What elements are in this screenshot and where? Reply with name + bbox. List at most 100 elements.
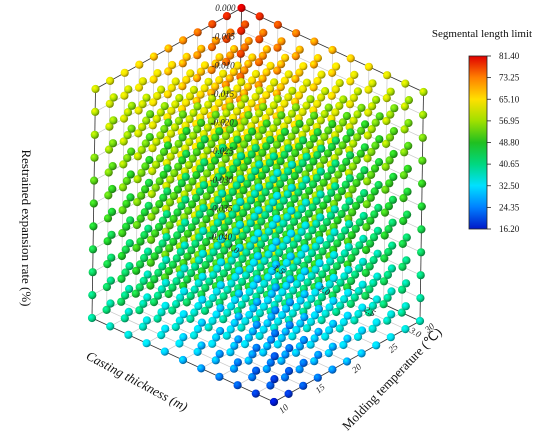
data-point	[343, 334, 352, 343]
data-point	[143, 293, 152, 302]
data-point	[346, 77, 355, 86]
y-tick-label: 25	[386, 341, 400, 355]
data-point	[248, 350, 257, 359]
data-point	[343, 311, 352, 320]
data-point	[321, 286, 330, 295]
data-point	[264, 227, 273, 236]
data-point	[278, 288, 287, 297]
data-point	[267, 289, 276, 298]
data-point	[364, 308, 374, 317]
data-point	[215, 127, 224, 136]
data-point	[273, 168, 282, 178]
data-point	[229, 164, 238, 174]
data-point	[178, 59, 187, 68]
data-point	[312, 173, 322, 183]
data-point	[214, 195, 223, 205]
data-point	[147, 212, 156, 221]
data-point	[134, 106, 143, 115]
data-point	[137, 145, 146, 154]
data-point	[200, 135, 209, 144]
data-point	[140, 208, 149, 217]
data-point	[218, 92, 227, 101]
data-point	[270, 78, 279, 87]
z-tick-label: -0.010	[211, 60, 235, 70]
data-point	[153, 69, 162, 78]
data-point	[260, 256, 269, 265]
data-point	[218, 189, 227, 198]
data-point	[245, 287, 254, 296]
data-point	[164, 44, 173, 53]
data-point	[106, 299, 115, 308]
data-point	[214, 98, 223, 108]
data-point	[302, 78, 311, 87]
data-point	[124, 85, 133, 94]
data-point	[121, 291, 130, 300]
data-point	[172, 300, 181, 309]
data-point	[227, 256, 236, 265]
data-point	[244, 111, 253, 120]
data-point	[159, 193, 168, 202]
data-point	[226, 51, 235, 60]
data-point	[209, 225, 218, 234]
data-point	[389, 149, 398, 159]
data-point	[181, 218, 190, 227]
data-point	[211, 59, 220, 68]
data-point	[233, 135, 242, 144]
data-point	[345, 220, 354, 229]
data-point	[267, 312, 276, 321]
data-point	[209, 271, 218, 280]
data-point	[296, 319, 305, 328]
data-point	[283, 116, 293, 125]
data-point	[216, 304, 225, 313]
data-point	[108, 184, 117, 194]
data-point	[349, 116, 358, 125]
data-point	[257, 217, 266, 226]
data-point	[220, 200, 230, 209]
data-point	[224, 240, 233, 249]
data-point	[382, 139, 391, 148]
data-point	[327, 165, 336, 174]
data-point	[103, 260, 112, 269]
data-point	[104, 145, 114, 154]
data-point	[358, 303, 367, 312]
data-point	[89, 199, 98, 208]
data-point	[122, 176, 131, 185]
data-point	[178, 110, 187, 119]
data-point	[398, 262, 407, 271]
data-point	[301, 221, 310, 230]
data-point	[255, 35, 264, 44]
data-point	[142, 116, 151, 125]
data-point	[139, 299, 148, 308]
data-point	[266, 358, 275, 367]
data-point	[305, 140, 314, 150]
data-point	[311, 242, 320, 251]
data-point	[229, 119, 238, 128]
data-point	[325, 303, 334, 312]
data-point	[240, 43, 249, 52]
data-point	[183, 229, 192, 238]
data-point	[226, 325, 235, 334]
data-point	[323, 149, 333, 158]
data-point	[368, 79, 377, 88]
data-point	[230, 45, 239, 54]
data-point	[371, 141, 380, 150]
data-point	[384, 247, 393, 257]
data-point	[207, 43, 217, 52]
data-point	[310, 37, 319, 46]
data-point	[404, 96, 413, 105]
data-point	[199, 204, 208, 213]
data-point	[331, 85, 340, 94]
colorbar-tick-label: 32.50	[499, 181, 520, 191]
data-point	[346, 54, 355, 63]
data-point	[261, 165, 271, 174]
data-point	[240, 140, 249, 149]
data-point	[307, 271, 316, 281]
data-point	[127, 147, 136, 156]
data-point	[398, 239, 407, 248]
data-point	[126, 216, 135, 225]
data-point	[335, 324, 344, 333]
data-point	[417, 248, 426, 257]
data-point	[282, 281, 291, 290]
data-point	[193, 347, 202, 356]
data-point	[182, 298, 191, 307]
